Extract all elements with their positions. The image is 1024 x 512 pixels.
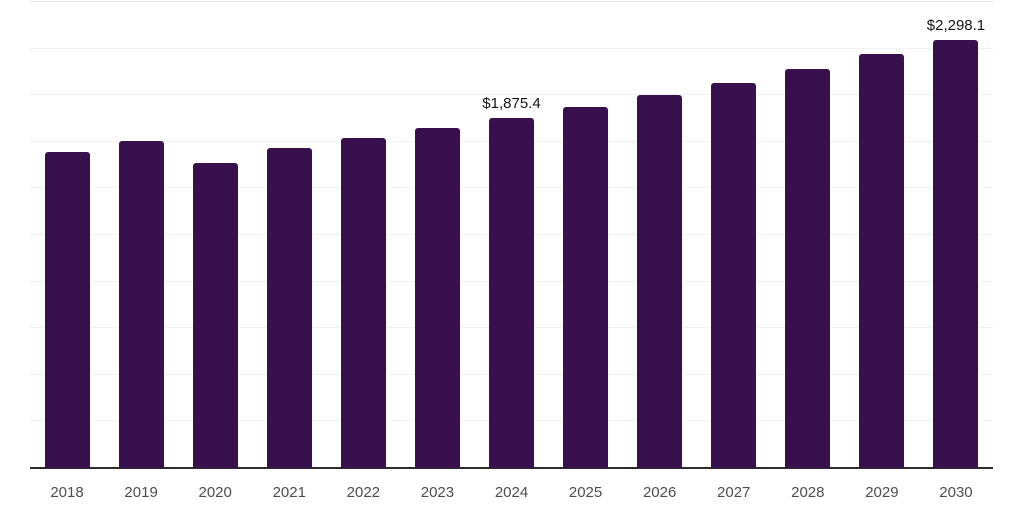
- x-tick-2025: 2025: [568, 484, 603, 501]
- gridline: [30, 94, 993, 96]
- x-tick-2028: 2028: [791, 484, 825, 501]
- gridline: [30, 47, 993, 49]
- x-tick-2024: 2024: [494, 484, 529, 501]
- gridline: [30, 1, 993, 2]
- bar-2022: [340, 137, 386, 468]
- value-label-2024: $1,875.4: [482, 95, 541, 113]
- bar-2027: [711, 82, 757, 468]
- bar-2025: [563, 107, 609, 468]
- bar-2024: [489, 118, 534, 468]
- bar-2029: [859, 54, 905, 468]
- x-tick-2021: 2021: [272, 484, 306, 501]
- x-tick-2027: 2027: [717, 484, 751, 501]
- bar-2018: [44, 152, 90, 468]
- x-tick-2019: 2019: [124, 484, 158, 501]
- x-tick-2018: 2018: [50, 484, 84, 501]
- x-tick-2029: 2029: [865, 484, 899, 501]
- bar-2028: [785, 69, 831, 468]
- value-label-2030: $2,298.1: [926, 16, 986, 34]
- bar-2023: [414, 128, 460, 468]
- x-tick-2022: 2022: [346, 484, 381, 501]
- bar-2026: [637, 95, 683, 468]
- x-axis: 2018 2019 2020 2021 2022 2023 2024 2025 2026 2027…: [30, 482, 993, 504]
- x-axis-line: [30, 467, 993, 469]
- bar-2020: [192, 162, 238, 468]
- x-tick-2030: 2030: [939, 484, 973, 501]
- bar-2021: [266, 147, 312, 468]
- x-tick-2023: 2023: [420, 484, 455, 501]
- x-tick-2020: 2020: [198, 484, 232, 501]
- bar-2030: [933, 39, 979, 468]
- plot-area: $1,875.4 $2,298.1: [30, 1, 993, 469]
- bar-2019: [118, 141, 164, 468]
- x-tick-2026: 2026: [642, 484, 677, 501]
